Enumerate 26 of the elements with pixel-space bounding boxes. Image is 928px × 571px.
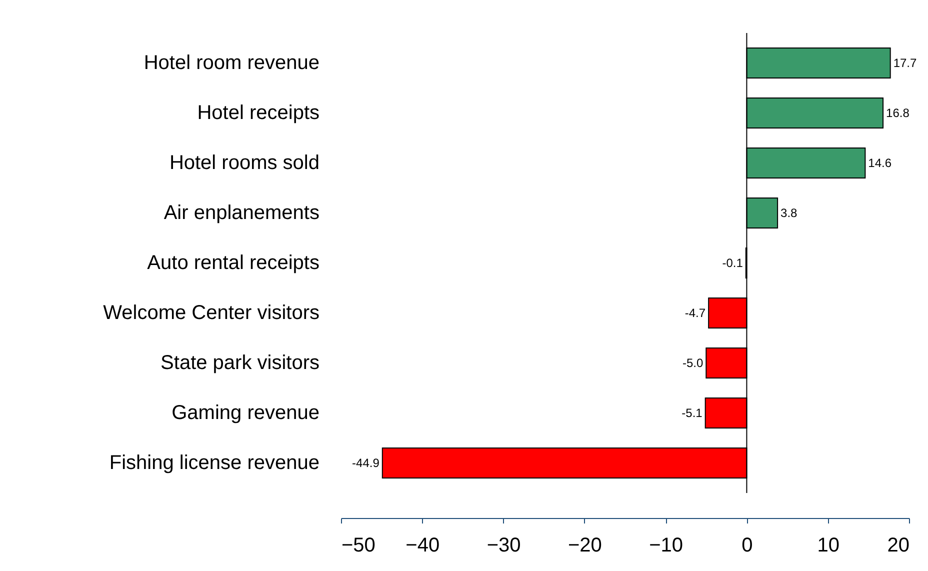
data-label: -0.1 <box>722 256 744 270</box>
y-tick-label: Auto rental receipts <box>147 252 320 274</box>
y-tick-label: Hotel rooms sold <box>169 152 320 174</box>
y-tick-label: Hotel receipts <box>197 102 320 124</box>
data-label: 17.7 <box>893 56 918 70</box>
y-tick-label: Gaming revenue <box>172 402 320 424</box>
y-tick-label: Hotel room revenue <box>144 52 320 74</box>
data-label: -5.1 <box>682 406 703 420</box>
y-tick-label: State park visitors <box>160 352 320 374</box>
x-tick-label: −40 <box>406 534 440 556</box>
y-tick-label: Welcome Center visitors <box>103 302 320 324</box>
y-tick-label: Air enplanements <box>164 202 320 224</box>
data-label: -4.7 <box>684 306 706 320</box>
x-tick-label: −20 <box>568 534 602 556</box>
x-tick-label: 20 <box>887 534 910 556</box>
data-label: -5.0 <box>682 356 704 370</box>
x-tick-label: 10 <box>817 534 840 556</box>
x-tick-label: −10 <box>649 534 684 556</box>
x-tick-label: 0 <box>742 534 753 556</box>
data-label: 14.6 <box>868 156 892 170</box>
x-tick-label: −50 <box>342 534 376 556</box>
x-tick-label: −30 <box>486 534 521 556</box>
data-label: -44.9 <box>352 456 380 470</box>
data-label: 16.8 <box>886 106 910 120</box>
data-label: 3.8 <box>780 206 798 220</box>
y-tick-label: Fishing license revenue <box>109 452 320 474</box>
